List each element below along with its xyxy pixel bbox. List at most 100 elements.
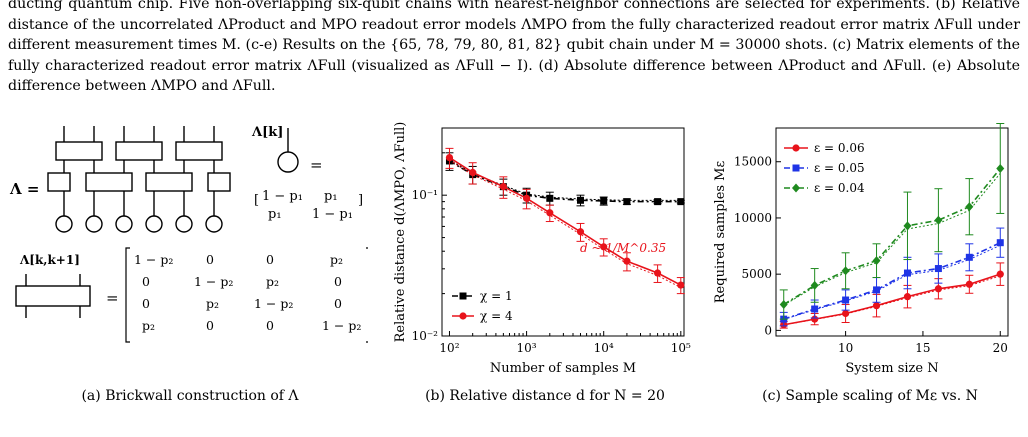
fit-annotation: d ~ 1/M^0.35 xyxy=(580,241,666,255)
svg-text:0: 0 xyxy=(334,274,342,289)
legend-label: χ = 4 xyxy=(480,309,513,323)
data-point xyxy=(576,228,585,236)
data-point xyxy=(600,197,608,205)
y-tick-label: 10⁻² xyxy=(412,329,439,343)
legend-label: ε = 0.06 xyxy=(814,141,865,155)
panel-a-caption: (a) Brickwall construction of Λ xyxy=(81,388,299,404)
svg-text:0: 0 xyxy=(266,252,274,267)
two-site-matrix: 1 − p₂ 0 0 p₂ 0 1 − p₂ p₂ 0 0 p₂ 1 − p₂ … xyxy=(125,247,368,343)
svg-text:p₁: p₁ xyxy=(324,189,338,204)
single-site-label: Λ[k] xyxy=(251,125,283,140)
legend-label: χ = 1 xyxy=(480,289,513,303)
data-point xyxy=(873,286,881,294)
x-tick-label: 10² xyxy=(439,341,459,355)
svg-text:0: 0 xyxy=(142,274,150,289)
y-tick-label: 10⁻¹ xyxy=(412,188,438,202)
x-tick-label: 10⁵ xyxy=(671,341,691,355)
data-point xyxy=(841,266,850,276)
x-tick-label: 10³ xyxy=(517,341,537,355)
figure-caption-text: ducting quantum chip. Five non-overlappi… xyxy=(8,0,1020,94)
y-axis-label: Relative distance d(ΛMPO, ΛFull) xyxy=(393,122,408,342)
svg-text:0: 0 xyxy=(206,252,214,267)
brickwall-network xyxy=(47,126,231,233)
data-point xyxy=(872,302,881,310)
svg-text:p₂: p₂ xyxy=(266,274,279,289)
plot-frame xyxy=(441,127,685,337)
data-point xyxy=(600,243,608,251)
y-tick-label: 10000 xyxy=(734,211,772,225)
series-line xyxy=(783,273,1001,326)
svg-text:[: [ xyxy=(254,193,259,208)
series-fit-line xyxy=(783,173,1001,306)
data-point xyxy=(499,183,507,191)
data-point xyxy=(779,300,788,310)
data-point xyxy=(623,198,631,206)
plot-frame xyxy=(775,127,1009,337)
data-point xyxy=(965,202,974,212)
series-line xyxy=(449,156,682,286)
data-point xyxy=(677,198,685,206)
data-point xyxy=(903,269,911,277)
data-point xyxy=(842,296,850,304)
svg-text:0: 0 xyxy=(334,296,342,311)
data-point xyxy=(653,269,662,277)
equals-sign: = xyxy=(310,156,323,174)
lambda-equals-label: Λ = xyxy=(9,180,39,198)
panel-b-caption: (b) Relative distance d for N = 20 xyxy=(425,388,665,404)
series-line xyxy=(449,160,681,203)
series-fit-line xyxy=(449,159,682,289)
x-axis-label: Number of samples M xyxy=(490,361,636,376)
figure-caption: ducting quantum chip. Five non-overlappi… xyxy=(8,0,1020,97)
svg-text:1 − p₂: 1 − p₂ xyxy=(134,252,173,267)
data-point xyxy=(934,265,942,273)
data-point xyxy=(469,168,477,177)
single-site-tensor xyxy=(277,128,299,173)
data-point xyxy=(934,285,942,293)
data-point xyxy=(522,194,531,202)
panel-c-chart: 10 15 20 0 5000 10000 15000 System size N Requir… xyxy=(713,123,1009,376)
svg-text:p₂: p₂ xyxy=(142,318,155,333)
legend-marker xyxy=(792,144,800,152)
data-point xyxy=(996,163,1005,173)
data-point xyxy=(811,305,819,313)
legend-label: ε = 0.04 xyxy=(814,181,865,195)
data-point xyxy=(996,270,1004,278)
svg-text:p₂: p₂ xyxy=(206,296,219,311)
series-line xyxy=(783,241,1001,320)
data-point xyxy=(677,281,685,289)
panel-b-chart: 10² 10³ 10⁴ 10⁵ 10⁻² 10⁻¹ Number of samples M R… xyxy=(393,122,691,376)
x-tick-label: 10 xyxy=(838,341,853,355)
data-point xyxy=(546,209,554,217)
legend-marker xyxy=(459,312,467,320)
svg-text:1 − p₁: 1 − p₁ xyxy=(262,189,303,204)
data-point xyxy=(965,280,973,288)
data-point xyxy=(903,293,912,301)
data-point xyxy=(934,215,943,225)
series-fit-line xyxy=(449,159,681,201)
svg-text:0: 0 xyxy=(266,318,274,333)
svg-text:]: ] xyxy=(358,193,363,208)
x-tick-label: 15 xyxy=(915,341,930,355)
data-point xyxy=(903,221,912,231)
data-point xyxy=(654,198,662,206)
legend-label: ε = 0.05 xyxy=(814,161,865,175)
series-line xyxy=(783,167,1001,306)
svg-text:0: 0 xyxy=(142,296,150,311)
data-point xyxy=(842,309,850,318)
y-tick-label: 0 xyxy=(764,323,772,337)
data-point xyxy=(546,194,554,202)
two-site-tensor xyxy=(15,274,91,318)
data-point xyxy=(811,315,819,323)
legend-marker xyxy=(792,164,800,172)
legend-marker xyxy=(459,292,467,300)
equals-sign-2: = xyxy=(106,289,119,307)
y-tick-label: 5000 xyxy=(741,267,772,281)
svg-text:p₁: p₁ xyxy=(268,207,282,222)
y-axis-label: Required samples Mε xyxy=(713,161,728,304)
data-point xyxy=(965,253,973,261)
x-tick-label: 20 xyxy=(993,341,1008,355)
data-point xyxy=(576,196,584,204)
panel-a-diagram: Λ = Λ[k] = [ 1 − p₁ p₁ p₁ 1 xyxy=(9,125,368,343)
data-point xyxy=(996,239,1004,247)
svg-text:1 − p₂: 1 − p₂ xyxy=(322,318,361,333)
